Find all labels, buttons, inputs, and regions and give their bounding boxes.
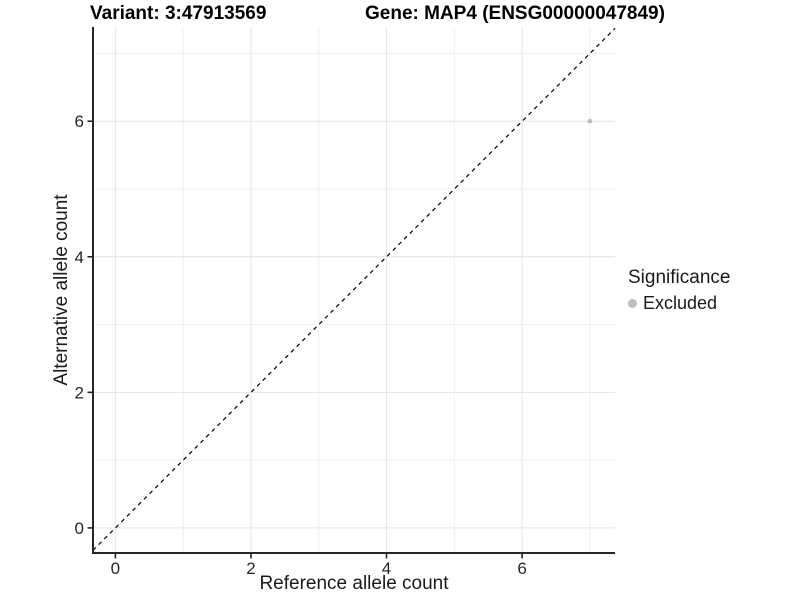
y-tick-label: 0 [75,519,84,538]
legend-title: Significance [628,267,731,288]
x-tick-label: 0 [111,559,120,578]
y-axis-title: Alternative allele count [51,194,72,386]
y-tick-label: 2 [75,383,84,402]
data-point [587,118,593,124]
plot-title-variant: Variant: 3:47913569 [90,3,267,24]
legend: Significance Excluded [628,267,730,314]
x-tick-label: 4 [382,559,391,578]
plot-title-gene: Gene: MAP4 (ENSG00000047849) [365,3,665,24]
x-tick-label: 2 [246,559,255,578]
x-axis-title: Reference allele count [259,573,449,594]
legend-item-excluded: Excluded [628,293,730,314]
identity-line [92,27,616,551]
x-tick-label: 6 [517,559,526,578]
legend-key-dot [628,299,637,308]
y-tick-label: 6 [75,112,84,131]
y-tick-label: 4 [75,248,84,267]
legend-item-label: Excluded [643,293,718,313]
